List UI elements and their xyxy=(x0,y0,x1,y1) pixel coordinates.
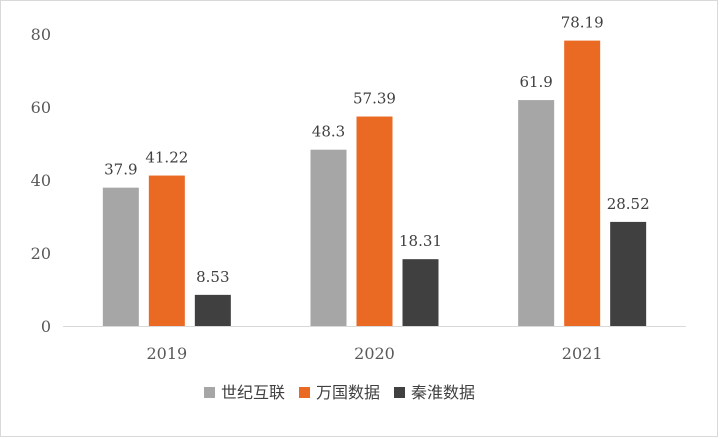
data-label: 37.9 xyxy=(104,161,137,179)
data-label: 61.9 xyxy=(519,73,552,91)
legend-swatch xyxy=(299,387,310,398)
y-tick-label: 0 xyxy=(41,317,51,336)
legend-label: 秦淮数据 xyxy=(411,383,475,402)
x-tick-label: 2020 xyxy=(354,344,395,363)
bar-2021-series-0 xyxy=(518,100,555,326)
data-label: 28.52 xyxy=(607,195,650,213)
data-label: 48.3 xyxy=(312,123,345,141)
bar-2020-series-0 xyxy=(310,149,347,326)
legend-swatch xyxy=(394,387,405,398)
y-tick-label: 80 xyxy=(31,25,51,44)
bar-2020-series-1 xyxy=(356,116,393,327)
bar-2021-series-1 xyxy=(564,40,601,326)
y-axis: 0 20 40 60 80 xyxy=(31,25,51,336)
legend-label: 世纪互联 xyxy=(221,383,285,402)
legend-item: 万国数据 xyxy=(299,383,380,402)
legend-label: 万国数据 xyxy=(316,383,380,402)
legend-item: 世纪互联 xyxy=(204,383,285,402)
data-label: 41.22 xyxy=(145,149,188,167)
bar-2019-series-0 xyxy=(102,187,139,326)
data-label: 57.39 xyxy=(353,90,396,108)
legend-item: 秦淮数据 xyxy=(394,383,475,402)
data-label: 78.19 xyxy=(561,14,604,32)
legend-swatch xyxy=(204,387,215,398)
x-tick-label: 2021 xyxy=(562,344,603,363)
data-label: 18.31 xyxy=(399,232,442,250)
bar-2019-series-2 xyxy=(194,294,231,326)
bars xyxy=(102,40,647,327)
data-labels: 37.9 41.22 8.53 48.3 57.39 18.31 61.9 78.19 28.5… xyxy=(104,14,650,286)
bar-2020-series-2 xyxy=(402,259,439,326)
bar-2019-series-1 xyxy=(148,175,185,326)
x-axis: 2019 2020 2021 xyxy=(146,344,602,363)
y-tick-label: 60 xyxy=(31,98,51,117)
data-label: 8.53 xyxy=(196,268,229,286)
y-tick-label: 20 xyxy=(31,244,51,263)
x-tick-label: 2019 xyxy=(146,344,187,363)
bar-2021-series-2 xyxy=(610,221,647,326)
legend: 世纪互联 万国数据 秦淮数据 xyxy=(204,383,475,402)
y-tick-label: 40 xyxy=(31,171,51,190)
